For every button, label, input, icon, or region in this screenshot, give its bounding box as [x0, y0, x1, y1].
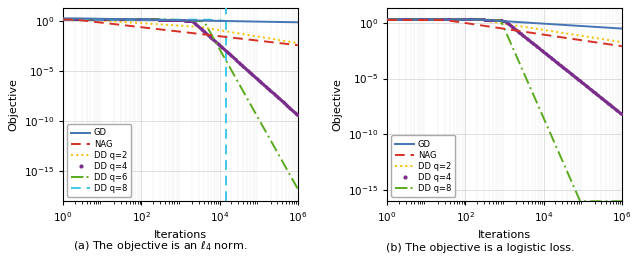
Y-axis label: Objective: Objective: [332, 78, 342, 131]
Legend: GD, NAG, DD q=2, DD q=4, DD q=6, DD q=8: GD, NAG, DD q=2, DD q=4, DD q=6, DD q=8: [67, 124, 131, 197]
X-axis label: Iterations: Iterations: [154, 230, 207, 240]
Text: (a) The objective is an $\ell_4$ norm.: (a) The objective is an $\ell_4$ norm.: [73, 239, 247, 253]
X-axis label: Iterations: Iterations: [478, 230, 531, 240]
Legend: GD, NAG, DD q=2, DD q=4, DD q=8: GD, NAG, DD q=2, DD q=4, DD q=8: [391, 135, 456, 197]
Y-axis label: Objective: Objective: [8, 78, 19, 131]
Text: (b) The objective is a logistic loss.: (b) The objective is a logistic loss.: [386, 243, 574, 253]
